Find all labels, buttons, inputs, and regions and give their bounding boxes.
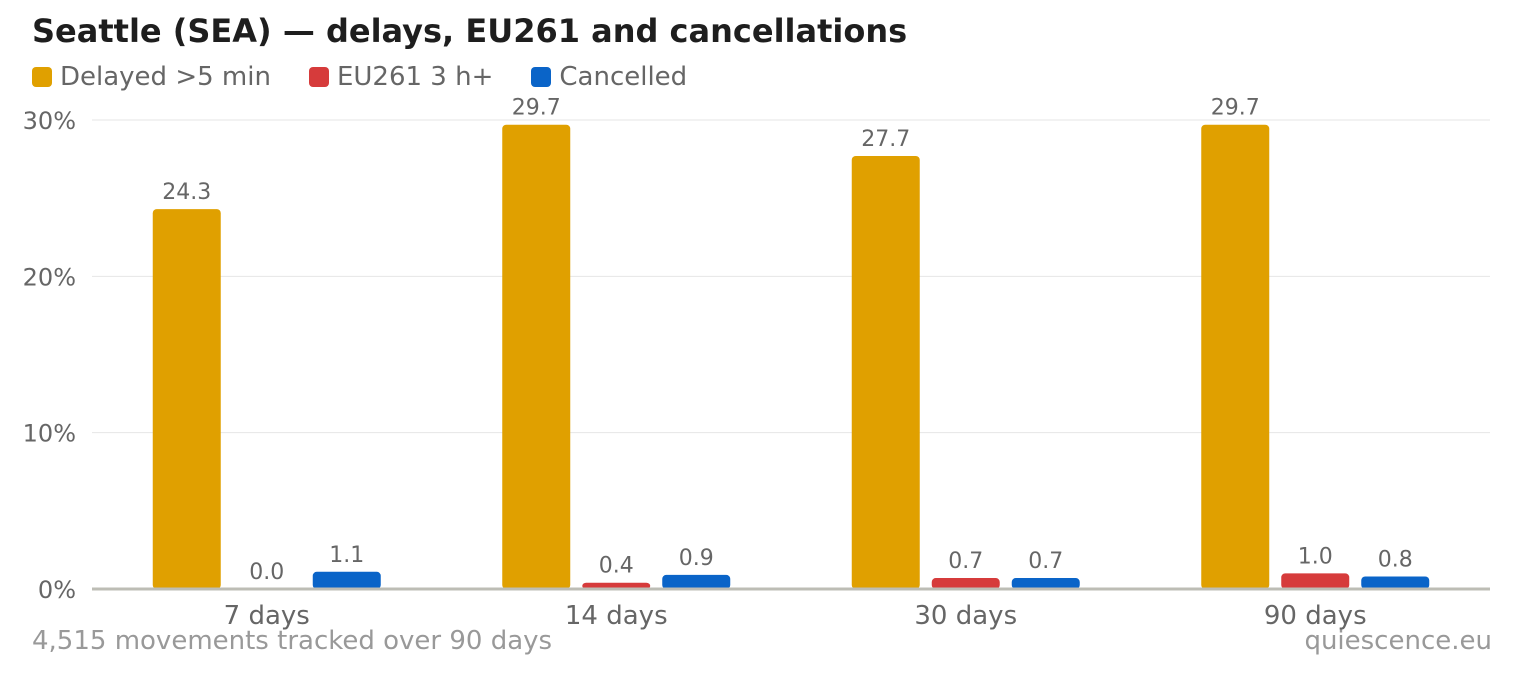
data-label: 27.7	[861, 127, 910, 152]
bar	[1011, 578, 1080, 589]
footer-brand: quiescence.eu	[1304, 626, 1492, 656]
footer-note: 4,515 movements tracked over 90 days	[32, 626, 553, 656]
y-tick-label: 0%	[38, 576, 76, 604]
y-tick-label: 10%	[23, 420, 76, 448]
data-label: 0.7	[1028, 549, 1063, 574]
bar	[1361, 576, 1430, 589]
legend-item-delayed: Delayed >5 min	[32, 62, 271, 92]
x-tick-label: 30 days	[914, 601, 1017, 631]
bar	[582, 582, 651, 589]
bar	[502, 124, 571, 589]
bar	[152, 209, 221, 590]
data-label: 0.9	[679, 546, 714, 571]
chart-title: Seattle (SEA) — delays, EU261 and cancel…	[32, 12, 908, 50]
data-label: 0.0	[249, 560, 284, 585]
legend-item-eu261: EU261 3 h+	[308, 62, 494, 92]
x-tick-label: 90 days	[1264, 601, 1367, 631]
bar	[312, 571, 381, 589]
legend: Delayed >5 min EU261 3 h+ Cancelled	[32, 60, 725, 94]
bar	[851, 155, 920, 589]
x-tick-label: 7 days	[224, 601, 310, 631]
y-tick-label: 30%	[23, 107, 76, 135]
bar	[662, 574, 731, 589]
bar	[1281, 573, 1350, 589]
data-label: 0.8	[1378, 547, 1413, 572]
data-label: 24.3	[162, 180, 211, 205]
legend-item-cancelled: Cancelled	[531, 62, 687, 92]
legend-swatch-eu261	[308, 67, 329, 87]
data-label: 29.7	[512, 96, 561, 121]
legend-swatch-cancelled	[531, 67, 552, 87]
data-label: 0.7	[948, 549, 983, 574]
legend-label-cancelled: Cancelled	[559, 62, 688, 92]
y-tick-label: 20%	[23, 263, 76, 291]
bar	[1201, 124, 1270, 589]
data-label: 29.7	[1211, 96, 1260, 121]
x-tick-label: 14 days	[565, 601, 668, 631]
legend-label-delayed: Delayed >5 min	[60, 62, 271, 92]
data-label: 0.4	[599, 554, 634, 579]
data-label: 1.0	[1298, 544, 1333, 569]
legend-label-eu261: EU261 3 h+	[336, 62, 494, 92]
legend-swatch-delayed	[32, 67, 52, 87]
bar	[931, 578, 1000, 589]
data-label: 1.1	[329, 543, 364, 568]
